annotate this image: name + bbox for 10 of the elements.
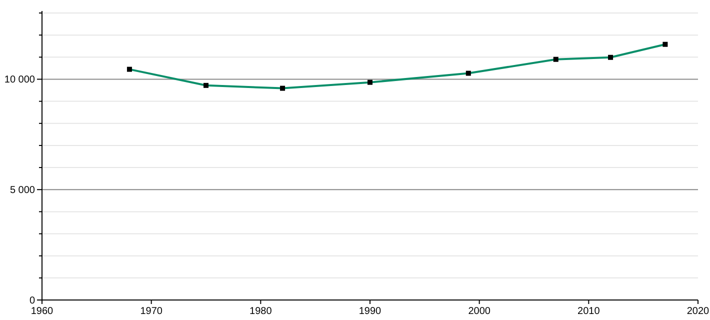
x-tick-label: 1990	[358, 306, 382, 317]
x-tick-label: 1980	[250, 306, 272, 317]
x-tick-label: 2020	[686, 306, 710, 317]
x-tick-label: 2000	[468, 306, 491, 317]
x-tick-label: 1970	[140, 306, 163, 317]
x-tick-label: 2010	[578, 306, 600, 317]
y-tick-label: 10 000	[4, 74, 36, 86]
y-tick-label: 0	[29, 296, 36, 306]
x-tick-label: 1960	[30, 306, 54, 317]
y-tick-label: 5 000	[10, 185, 36, 196]
